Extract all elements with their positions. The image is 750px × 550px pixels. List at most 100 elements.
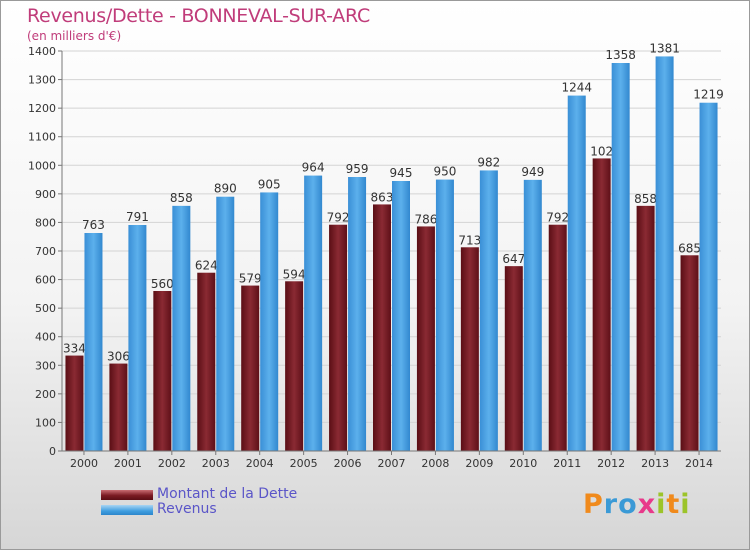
y-tick-label: 1400 (28, 45, 56, 58)
data-label-debt-2005: 594 (283, 267, 306, 281)
data-label-debt-2010: 647 (502, 252, 525, 266)
bar-debt-2000 (65, 355, 84, 451)
x-tick-label-2014: 2014 (685, 457, 713, 470)
data-label-revenue-2011: 1244 (561, 81, 592, 95)
data-label-revenue-2007: 945 (390, 166, 413, 180)
bar-debt-2003 (197, 272, 216, 451)
bar-revenue-2009 (479, 170, 498, 451)
x-tick-label-2000: 2000 (70, 457, 98, 470)
y-tick-label: 1000 (28, 159, 56, 172)
x-tick-label-2006: 2006 (334, 457, 362, 470)
data-label-revenue-2014: 1219 (693, 88, 724, 102)
data-label-debt-2013: 858 (634, 192, 657, 206)
data-label-revenue-2005: 964 (302, 161, 325, 175)
y-tick-label: 300 (35, 359, 56, 372)
y-tick-label: 0 (49, 445, 56, 458)
proxiti-logo: Proxiti (583, 489, 691, 520)
data-label-revenue-2013: 1381 (649, 41, 680, 55)
data-label-revenue-2000: 763 (82, 218, 105, 232)
data-label-revenue-2008: 950 (433, 165, 456, 179)
data-label-revenue-2010: 949 (521, 165, 544, 179)
bar-debt-2009 (460, 247, 479, 451)
y-tick-label: 400 (35, 331, 56, 344)
data-label-revenue-2003: 890 (214, 182, 237, 196)
logo-letter: x (637, 489, 657, 520)
bar-revenue-2002 (172, 205, 191, 451)
x-tick-label-2008: 2008 (421, 457, 449, 470)
logo-letter: i (680, 489, 691, 520)
bar-debt-2004 (241, 285, 260, 451)
bar-debt-2011 (548, 224, 567, 451)
bar-debt-2002 (153, 291, 172, 451)
bar-revenue-2013 (655, 56, 674, 452)
bar-revenue-2011 (567, 95, 586, 452)
bar-debt-2005 (285, 281, 304, 451)
bar-debt-2006 (329, 224, 348, 451)
bar-revenue-2003 (216, 196, 235, 451)
x-tick-label-2005: 2005 (290, 457, 318, 470)
logo-letter: P (583, 489, 604, 520)
x-tick-label-2003: 2003 (202, 457, 230, 470)
logo-letter: i (656, 489, 667, 520)
x-tick-label-2011: 2011 (553, 457, 581, 470)
y-tick-label: 900 (35, 188, 56, 201)
y-tick-label: 100 (35, 416, 56, 429)
x-tick-label-2007: 2007 (378, 457, 406, 470)
bar-revenue-2004 (260, 192, 279, 451)
bar-revenue-2001 (128, 225, 147, 451)
data-label-debt-2003: 624 (195, 259, 218, 273)
data-label-debt-2012: 102 (590, 144, 613, 158)
y-tick-label: 1300 (28, 74, 56, 87)
legend-label-debt: Montant de la Dette (157, 486, 298, 502)
legend-swatch-revenue (101, 505, 153, 515)
x-tick-label-2004: 2004 (246, 457, 274, 470)
bar-debt-2013 (636, 205, 655, 451)
bar-debt-2014 (680, 255, 699, 451)
data-label-debt-2000: 334 (63, 342, 86, 356)
x-tick-label-2013: 2013 (641, 457, 669, 470)
y-tick-label: 600 (35, 274, 56, 287)
logo-letter: r (603, 489, 619, 520)
bar-revenue-2005 (304, 175, 323, 452)
data-label-debt-2007: 863 (371, 190, 394, 204)
bar-debt-2007 (373, 204, 391, 451)
chart-title: Revenus/Dette - BONNEVAL-SUR-ARC (27, 5, 370, 27)
legend-label-revenue: Revenus (157, 501, 217, 517)
bar-revenue-2000 (84, 233, 103, 451)
bar-revenue-2014 (699, 102, 718, 451)
data-label-debt-2006: 792 (327, 211, 350, 225)
bar-revenue-2012 (611, 63, 630, 451)
legend-swatch-debt (101, 490, 153, 500)
y-tick-label: 700 (35, 245, 56, 258)
data-label-debt-2001: 306 (107, 350, 130, 364)
y-tick-label: 200 (35, 388, 56, 401)
bar-debt-2012 (592, 158, 611, 451)
y-tick-label: 800 (35, 216, 56, 229)
bar-revenue-2008 (435, 179, 454, 452)
data-label-revenue-2012: 1358 (605, 48, 636, 62)
chart-subtitle: (en milliers d'€) (27, 29, 122, 43)
y-tick-label: 1200 (28, 102, 56, 115)
bar-revenue-2010 (523, 179, 542, 451)
data-label-revenue-2001: 791 (126, 210, 149, 224)
x-tick-label-2012: 2012 (597, 457, 625, 470)
x-tick-label-2010: 2010 (509, 457, 537, 470)
data-label-revenue-2009: 982 (477, 155, 500, 169)
data-label-revenue-2002: 858 (170, 191, 193, 205)
x-tick-label-2002: 2002 (158, 457, 186, 470)
bar-revenue-2006 (348, 177, 367, 451)
y-tick-label: 1100 (28, 131, 56, 144)
data-label-debt-2008: 786 (414, 212, 437, 226)
data-label-debt-2002: 560 (151, 277, 174, 291)
data-label-revenue-2004: 905 (258, 177, 281, 191)
x-tick-label-2009: 2009 (465, 457, 493, 470)
data-label-debt-2009: 713 (458, 233, 481, 247)
y-tick-label: 500 (35, 302, 56, 315)
bar-debt-2010 (504, 266, 523, 451)
bar-debt-2001 (109, 363, 128, 451)
bar-debt-2008 (416, 226, 435, 451)
logo-letter: t (666, 489, 681, 520)
data-label-debt-2004: 579 (239, 272, 262, 286)
